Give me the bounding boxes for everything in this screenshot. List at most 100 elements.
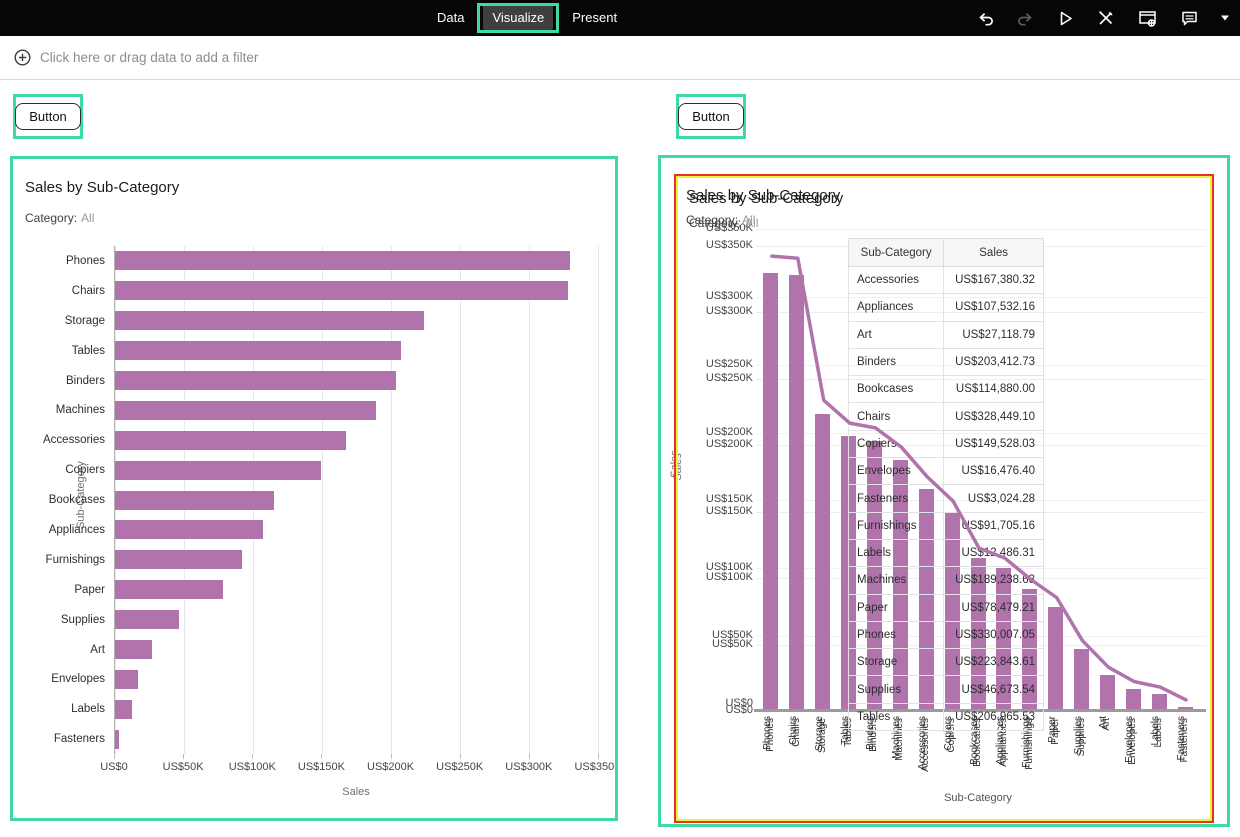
bar-supplies[interactable] (1074, 649, 1090, 711)
tools-icon[interactable] (1096, 8, 1116, 28)
table-row[interactable]: Storage US$223,843.61 (847, 648, 1044, 677)
y-tick-label-bar: US$300K (705, 305, 753, 318)
x-category-label: Envelopes (1124, 716, 1136, 763)
table-row[interactable]: Bookcases US$114,880.00 (847, 375, 1044, 404)
view-tabs: Data Visualize Present (428, 0, 626, 36)
cell-subcategory: Machines (847, 566, 945, 595)
bar-row (115, 664, 598, 694)
cell-subcategory: Phones (847, 620, 945, 650)
bar-furnishings[interactable] (115, 550, 242, 570)
bar-row (115, 366, 598, 396)
bar-appliances[interactable] (115, 520, 264, 540)
bar-copiers[interactable] (115, 460, 322, 480)
right-chart-y-ticks-line: US$350K US$300K US$250K US$200K US$150K US$10… (661, 158, 753, 818)
bar-chairs[interactable] (115, 281, 569, 301)
table-row[interactable]: Machines US$189,238.63 (847, 566, 1044, 595)
right-overlapping-viz-panel[interactable]: Sales by Sub-Category Category: All Sales… (658, 155, 1230, 827)
bar-phones[interactable] (763, 272, 779, 711)
filter-bar[interactable]: Click here or drag data to add a filter (0, 36, 1240, 80)
bar-labels[interactable] (115, 699, 133, 719)
table-row[interactable]: Appliances US$107,532.16 (847, 293, 1044, 322)
caret-down-icon[interactable] (1220, 13, 1230, 23)
y-tick-label-bar: US$100K (705, 571, 753, 584)
redo-icon[interactable] (1016, 9, 1035, 28)
category-label: Fasteners (53, 733, 105, 746)
x-category-label: Storage (813, 716, 825, 752)
bar-envelopes[interactable] (1125, 689, 1141, 711)
cell-subcategory: Tables (847, 702, 945, 732)
category-label: Chairs (71, 284, 105, 297)
bar-supplies[interactable] (115, 610, 180, 630)
bar-row (115, 515, 598, 545)
bar-labels[interactable] (1151, 694, 1167, 711)
bar-fasteners[interactable] (1177, 706, 1193, 711)
table-row[interactable]: Art US$27,118.79 (847, 320, 1044, 349)
cell-sales: US$114,880.00 (943, 375, 1044, 404)
y-tick-label-line: US$100K (705, 561, 753, 574)
bar-paper[interactable] (115, 580, 224, 600)
table-row[interactable]: Supplies US$46,673.54 (847, 675, 1044, 704)
tab-data[interactable]: Data (437, 10, 465, 25)
left-chart-category-labels: Phones Chairs Storage Tables Binders Machines… (13, 246, 105, 754)
category-label: Phones (65, 254, 105, 267)
bar-machines[interactable] (115, 400, 377, 420)
table-row[interactable]: Phones US$330,007.05 (847, 620, 1044, 650)
bar-art[interactable] (1099, 674, 1115, 711)
bar-accessories[interactable] (115, 430, 346, 450)
undo-icon[interactable] (976, 9, 995, 28)
tab-present[interactable]: Present (572, 10, 618, 25)
category-label: Supplies (60, 613, 105, 626)
right-chart-y-ticks-bar: US$350K US$300K US$250K US$200K US$150K US$10… (661, 158, 753, 818)
x-category-label: Phones (761, 716, 773, 750)
y-tick-label-line: US$0 (725, 697, 753, 709)
table-row[interactable]: Tables US$206,965.53 (847, 702, 1044, 732)
category-label: Furnishings (45, 553, 105, 566)
x-category-label: Supplies (1072, 716, 1084, 755)
button2-highlight-box: Button (676, 94, 746, 139)
table-row[interactable]: Binders US$203,412.73 (847, 347, 1044, 377)
line-path[interactable] (770, 254, 1188, 702)
y-tick-label-line: US$150K (705, 493, 753, 506)
x-tick-label: US$0 (100, 761, 128, 773)
x-category-label: Labels (1150, 716, 1162, 746)
x-tick-mark (598, 754, 599, 759)
table-row[interactable]: Fasteners US$3,024.28 (847, 484, 1044, 513)
bar-row (115, 724, 598, 754)
cell-subcategory: Binders (847, 347, 945, 377)
add-filter-icon (14, 49, 31, 66)
table-row[interactable]: Envelopes US$16,476.40 (847, 457, 1044, 486)
tab-visualize[interactable]: Visualize (483, 5, 554, 30)
bar-storage[interactable] (115, 311, 424, 331)
category-label: Accessories (43, 434, 105, 447)
bar-row (115, 306, 598, 336)
dashboard-button-2[interactable]: Button (678, 103, 744, 130)
bar-tables[interactable] (115, 341, 401, 361)
bar-chairs[interactable] (789, 274, 805, 711)
y-tick-label-bar: US$0 (725, 704, 753, 716)
bar-row (115, 635, 598, 665)
bar-phones[interactable] (115, 251, 571, 271)
bar-art[interactable] (115, 640, 153, 660)
right-chart-title-layer-bar: Sales by Sub-Category Category: All (686, 187, 841, 227)
bar-envelopes[interactable] (115, 669, 138, 689)
bar-binders[interactable] (115, 371, 396, 390)
comments-icon[interactable] (1179, 8, 1199, 28)
dashboard-button-1[interactable]: Button (15, 103, 81, 130)
table-row[interactable]: Chairs US$328,449.10 (847, 402, 1044, 431)
line-series[interactable] (758, 229, 1198, 709)
table-row[interactable]: Accessories US$167,380.32 (847, 265, 1044, 295)
category-label: Envelopes (51, 673, 105, 686)
bar-fasteners[interactable] (115, 729, 120, 749)
bar-bookcases[interactable] (115, 490, 274, 510)
data-settings-icon[interactable] (1137, 8, 1158, 29)
y-tick-label-line: US$50K (712, 629, 753, 642)
bar-paper[interactable] (1048, 606, 1064, 711)
x-tick-label: US$300K (505, 761, 553, 773)
top-app-bar: Data Visualize Present (0, 0, 1240, 36)
bar-row (115, 246, 598, 276)
category-label: Tables (71, 344, 105, 357)
left-bar-chart-panel[interactable]: Sales by Sub-Category Category: All Sub-C… (10, 156, 618, 821)
bar-storage[interactable] (815, 413, 831, 711)
play-icon[interactable] (1056, 9, 1075, 28)
category-label: Binders (66, 374, 105, 387)
